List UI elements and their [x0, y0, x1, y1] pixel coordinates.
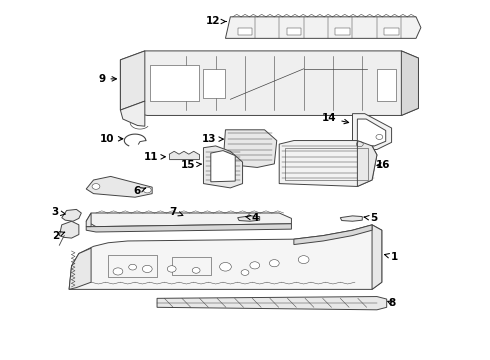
Polygon shape: [225, 17, 421, 39]
Bar: [172, 257, 211, 275]
Text: 7: 7: [170, 207, 183, 217]
Text: 16: 16: [375, 160, 390, 170]
Polygon shape: [157, 297, 387, 310]
Circle shape: [220, 262, 231, 271]
Polygon shape: [401, 51, 418, 116]
Bar: [150, 65, 198, 101]
Circle shape: [192, 267, 200, 273]
Polygon shape: [62, 210, 81, 221]
Text: 3: 3: [52, 207, 65, 217]
Bar: [108, 255, 157, 277]
Polygon shape: [121, 101, 145, 126]
Text: 15: 15: [181, 160, 201, 170]
Polygon shape: [357, 140, 377, 186]
Polygon shape: [69, 248, 91, 289]
Polygon shape: [211, 150, 235, 182]
Text: 8: 8: [388, 298, 395, 308]
Polygon shape: [86, 213, 292, 226]
Polygon shape: [357, 119, 386, 146]
Polygon shape: [340, 216, 362, 221]
Circle shape: [167, 266, 176, 272]
Polygon shape: [121, 51, 145, 110]
Circle shape: [241, 270, 249, 275]
Polygon shape: [238, 216, 260, 221]
Polygon shape: [223, 130, 277, 167]
Bar: [285, 148, 368, 180]
Polygon shape: [294, 225, 372, 244]
Text: 9: 9: [98, 74, 117, 84]
Bar: [335, 28, 350, 35]
Text: 13: 13: [202, 134, 223, 144]
Text: 5: 5: [364, 213, 377, 223]
Text: 2: 2: [52, 231, 65, 240]
Polygon shape: [86, 213, 91, 226]
Bar: [384, 28, 399, 35]
Polygon shape: [203, 146, 243, 188]
Text: 11: 11: [144, 152, 165, 162]
Polygon shape: [86, 176, 152, 197]
Polygon shape: [59, 221, 79, 238]
Bar: [203, 69, 225, 98]
Circle shape: [129, 264, 137, 270]
Polygon shape: [69, 225, 382, 289]
Circle shape: [143, 265, 152, 273]
Text: 10: 10: [100, 134, 123, 144]
Circle shape: [144, 187, 151, 193]
Circle shape: [113, 268, 123, 275]
Text: 4: 4: [245, 213, 258, 223]
Text: 1: 1: [385, 252, 398, 262]
Bar: [287, 28, 301, 35]
Circle shape: [250, 262, 260, 269]
Polygon shape: [352, 114, 392, 149]
Text: 14: 14: [322, 113, 349, 124]
Circle shape: [270, 260, 279, 267]
Polygon shape: [86, 224, 292, 232]
Circle shape: [92, 184, 100, 189]
Polygon shape: [279, 140, 377, 186]
Text: 6: 6: [133, 186, 146, 197]
Bar: [377, 69, 396, 101]
Polygon shape: [372, 225, 382, 289]
Polygon shape: [121, 51, 418, 116]
Text: 12: 12: [206, 17, 226, 27]
Circle shape: [298, 256, 309, 264]
Bar: [238, 28, 252, 35]
